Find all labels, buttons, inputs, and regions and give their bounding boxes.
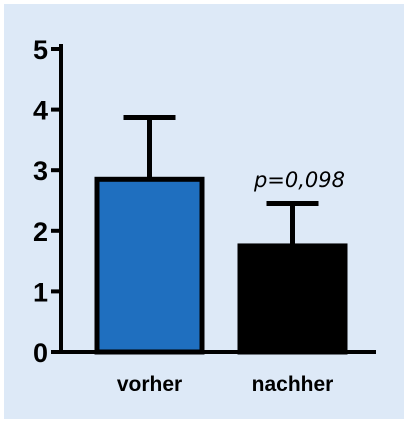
y-tick-label-2: 2 bbox=[33, 217, 48, 247]
bar-vorher bbox=[94, 176, 205, 355]
x-tick-label-nachher: nachher bbox=[252, 373, 334, 396]
y-tick-label-3: 3 bbox=[33, 156, 48, 186]
bar-nachher bbox=[237, 243, 348, 355]
y-tick-label-5: 5 bbox=[33, 35, 48, 65]
p-value-annotation: p=0,098 bbox=[253, 168, 345, 192]
y-tick-label-4: 4 bbox=[33, 96, 48, 126]
y-tick-label-1: 1 bbox=[33, 277, 48, 307]
y-tick-label-0: 0 bbox=[33, 338, 48, 368]
x-tick-label-vorher: vorher bbox=[117, 373, 182, 396]
